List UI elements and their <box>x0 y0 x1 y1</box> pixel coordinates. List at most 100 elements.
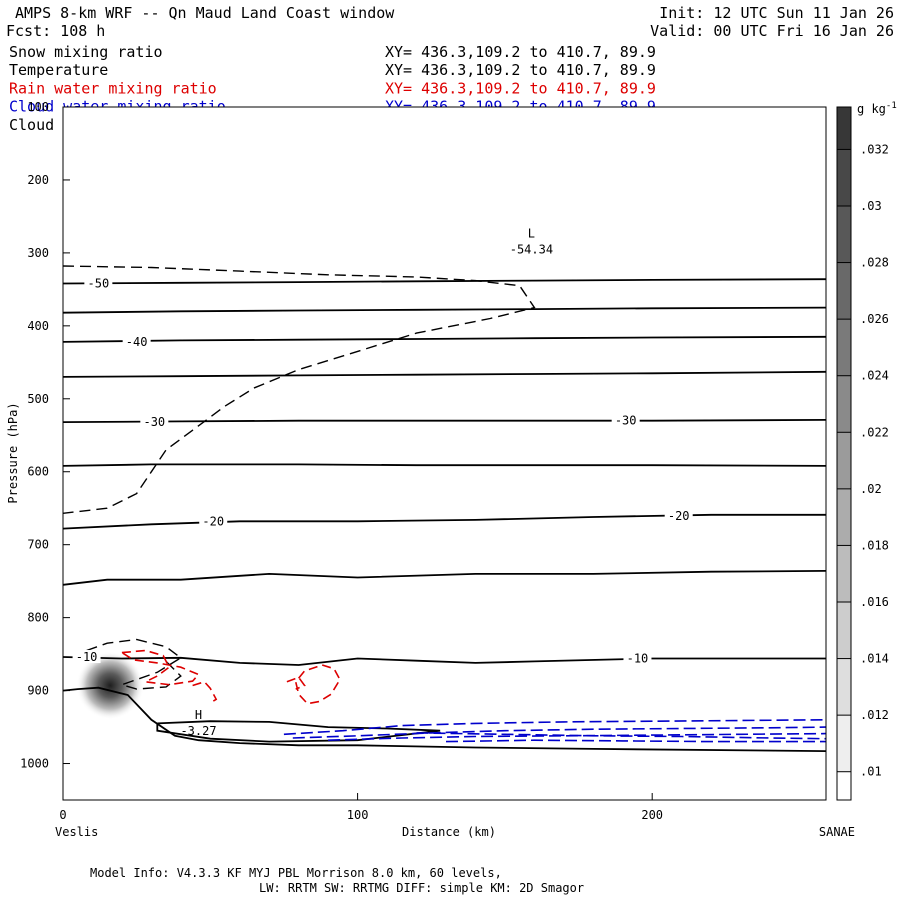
x-axis: 0 100 200 <box>59 793 663 822</box>
extremum-type: L <box>528 227 535 241</box>
colorbar-unit-base: g kg <box>857 102 886 116</box>
field-xy: XY= 436.3,109.2 to 410.7, 89.9 <box>385 61 656 79</box>
temperature-contour <box>63 656 826 666</box>
colorbar-tick-label: .03 <box>860 199 882 213</box>
label-background <box>611 413 640 427</box>
ice-contour <box>63 265 536 514</box>
y-tick-label: 1000 <box>20 757 49 771</box>
colorbar-tick-label: .028 <box>860 256 889 270</box>
temperature-label: -20 <box>668 509 690 523</box>
chart-title: AMPS 8-km WRF -- Qn Maud Land Coast wind… <box>15 4 395 22</box>
colorbar: .01 .012 .014 .016 .018 .02 .022 .024 .026 .028 .0… <box>836 106 889 801</box>
colorbar-tick-label: .012 <box>860 708 889 722</box>
x-tick-label: 100 <box>347 808 369 822</box>
rain-contour <box>286 676 306 690</box>
cloud-water-contour <box>328 732 826 741</box>
label-background <box>140 415 169 429</box>
cloud-water-contour <box>445 739 826 743</box>
temperature-label: -10 <box>627 651 649 665</box>
y-tick-label: 100 <box>27 100 49 114</box>
y-tick-label: 900 <box>27 684 49 698</box>
label-background <box>623 651 652 665</box>
colorbar-tick-label: .022 <box>860 425 889 439</box>
colorbar-tick-label: .01 <box>860 765 882 779</box>
colorbar-swatch <box>837 658 851 716</box>
extremum-type: H <box>195 708 202 722</box>
field-name: Temperature <box>9 61 108 79</box>
colorbar-tick-label: .024 <box>860 369 889 383</box>
colorbar-tick-label: .032 <box>860 142 889 156</box>
plot-frame <box>62 106 827 801</box>
temperature-contour <box>156 720 441 743</box>
field-xy: XY= 436.3,109.2 to 410.7, 89.9 <box>385 43 656 61</box>
colorbar-swatch <box>837 771 851 800</box>
x-start-location: Veslis <box>55 825 98 839</box>
x-tick-label: 0 <box>59 808 66 822</box>
valid-time: Valid: 00 UTC Fri 16 Jan 26 <box>650 22 894 40</box>
colorbar-swatch <box>837 319 851 376</box>
rain-contour <box>294 664 341 705</box>
colorbar-frame <box>836 106 852 801</box>
label-background <box>664 509 693 523</box>
extremum-value: -3.27 <box>180 724 216 738</box>
colorbar-swatch <box>837 488 851 546</box>
colorbar-swatch <box>837 262 851 320</box>
y-tick-label: 800 <box>27 611 49 625</box>
colorbar-swatch <box>837 107 851 150</box>
rain-contour <box>121 649 200 686</box>
cloud-water-contour <box>283 719 826 736</box>
temperature-contour <box>63 686 826 752</box>
field-name: Rain water mixing ratio <box>9 79 217 97</box>
plot-area <box>63 107 826 800</box>
colorbar-swatch <box>837 715 851 772</box>
y-tick-label: 300 <box>27 246 49 260</box>
colorbar-tick-label: .02 <box>860 482 882 496</box>
temperature-label: -10 <box>76 650 98 664</box>
init-time: Init: 12 UTC Sun 11 Jan 26 <box>659 4 894 22</box>
temperature-contour <box>63 335 826 343</box>
extremum-value: -54.34 <box>510 243 553 257</box>
label-background <box>122 334 151 348</box>
colorbar-swatch <box>837 545 851 602</box>
cloud-water-contours <box>283 719 826 743</box>
colorbar-tick-label: .014 <box>860 652 889 666</box>
colorbar-tick-label: .026 <box>860 312 889 326</box>
y-axis: 100 200 300 400 500 600 700 800 900 1000 <box>20 100 70 771</box>
temperature-contour <box>63 306 826 314</box>
colorbar-unit: g kg-1 <box>857 101 897 116</box>
temperature-contour <box>63 570 826 586</box>
y-tick-label: 700 <box>27 538 49 552</box>
label-background <box>199 514 228 528</box>
extrema-markers: L -54.34 H -3.27 <box>180 227 553 738</box>
colorbar-tick-label: .016 <box>860 595 889 609</box>
temperature-contour <box>63 419 826 423</box>
x-end-location: SANAE <box>819 825 855 839</box>
forecast-hour: Fcst: 108 h <box>6 22 105 40</box>
x-tick-label: 200 <box>641 808 663 822</box>
y-tick-label: 400 <box>27 319 49 333</box>
colorbar-swatch <box>837 149 851 206</box>
field-xy: XY= 436.3,109.2 to 410.7, 89.9 <box>385 79 656 97</box>
field-name: Snow mixing ratio <box>9 43 163 61</box>
temperature-contour <box>63 463 826 467</box>
colorbar-swatch <box>837 375 851 433</box>
model-info-line2: LW: RRTM SW: RRTMG DIFF: simple KM: 2D S… <box>259 881 584 895</box>
colorbar-swatch <box>837 602 851 659</box>
snow-mixing-ratio-maximum <box>76 651 145 720</box>
temperature-contour-labels: -50 -40 -30 -30 -20 -20 -10 -10 <box>72 276 693 665</box>
colorbar-swatch <box>837 432 851 489</box>
y-tick-label: 200 <box>27 173 49 187</box>
label-background <box>72 650 101 664</box>
temperature-contour <box>63 278 826 285</box>
cloud-water-contour <box>292 726 826 739</box>
rain-water-contours <box>121 649 341 705</box>
cloud-water-contour <box>416 732 826 740</box>
temperature-contour <box>63 370 826 378</box>
colorbar-unit-exponent: -1 <box>886 101 897 111</box>
temperature-label: -20 <box>202 514 224 528</box>
colorbar-swatch <box>837 206 851 263</box>
temperature-contours <box>63 278 826 752</box>
temperature-label: -50 <box>88 277 110 291</box>
y-axis-label: Pressure (hPa) <box>6 402 20 503</box>
